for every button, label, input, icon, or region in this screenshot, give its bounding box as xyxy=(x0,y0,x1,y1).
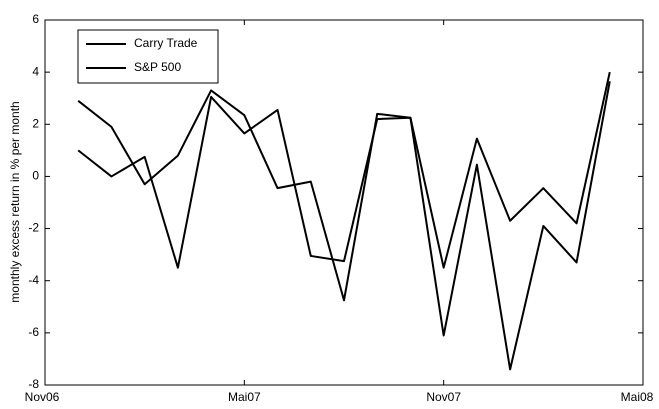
y-tick-label: 6 xyxy=(32,12,39,26)
y-axis-label: monthly excess return in % per month xyxy=(8,101,22,302)
x-tick-label: Nov06 xyxy=(25,390,60,404)
x-tick-label: Nov07 xyxy=(426,390,461,404)
data-line xyxy=(77,71,611,302)
legend-box xyxy=(77,29,219,84)
y-tick-label: 2 xyxy=(32,116,39,130)
y-tick-label: -2 xyxy=(28,221,39,235)
y-tick-label: -8 xyxy=(28,377,39,391)
legend-label: S&P 500 xyxy=(134,60,181,74)
data-line xyxy=(77,81,611,371)
y-tick-label: 4 xyxy=(32,64,39,78)
y-tick-label: -4 xyxy=(28,273,39,287)
y-tick-label: -6 xyxy=(28,325,39,339)
x-tick-label: Mai08 xyxy=(621,390,654,404)
x-tick-label: Mai07 xyxy=(228,390,261,404)
y-tick-label: 0 xyxy=(32,169,39,183)
legend-label: Carry Trade xyxy=(134,36,198,50)
